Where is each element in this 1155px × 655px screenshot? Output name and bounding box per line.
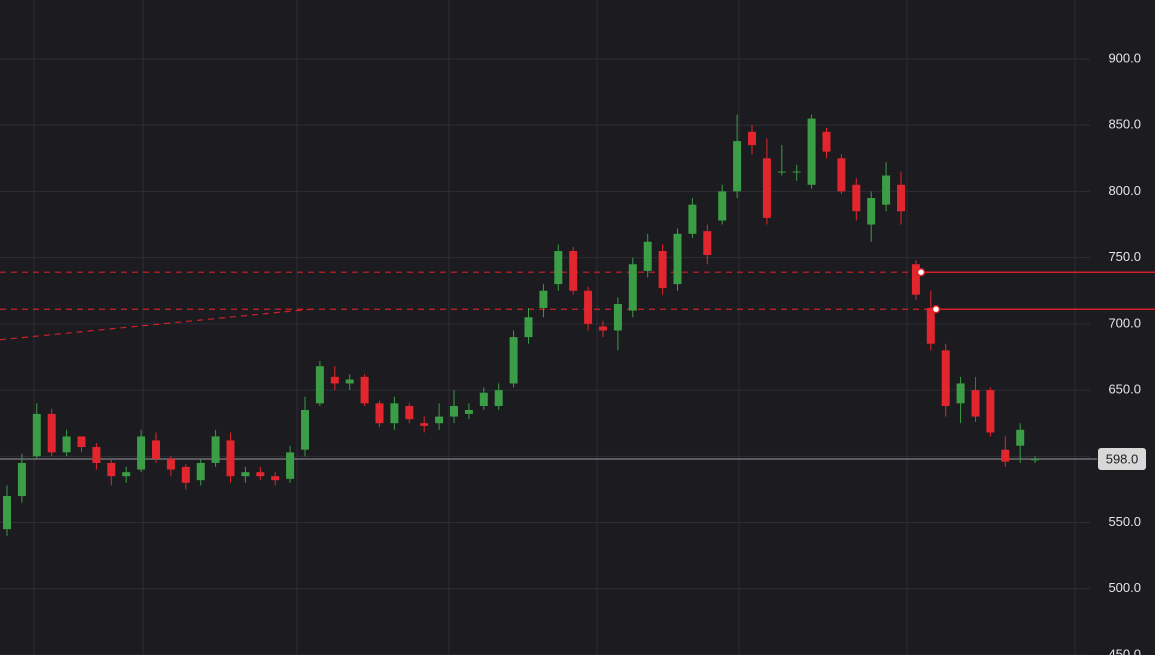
level-marker <box>916 267 926 277</box>
vertical-grid <box>33 0 1076 655</box>
candle-body <box>941 350 950 406</box>
candle-body <box>926 307 935 344</box>
candle-body <box>539 290 548 308</box>
candle-body <box>1031 458 1040 461</box>
candle-body <box>196 462 205 481</box>
candle-body <box>837 158 846 192</box>
candle-body <box>152 440 160 459</box>
y-tick-label: 500.0 <box>1108 580 1141 595</box>
y-tick-label: 850.0 <box>1108 117 1141 132</box>
candle-body <box>181 466 190 483</box>
candle-body <box>390 403 399 424</box>
candle-body <box>643 241 652 271</box>
last-price-box <box>1098 447 1146 470</box>
candle-body <box>435 416 444 424</box>
candle-body <box>807 118 816 185</box>
candle-body <box>107 462 116 477</box>
candle-body <box>986 390 995 433</box>
trend-line <box>0 308 311 341</box>
candle-body <box>673 233 682 285</box>
candle-body <box>897 184 905 212</box>
candle-body <box>748 131 756 146</box>
candle-body <box>360 376 369 404</box>
candle-body <box>345 379 354 384</box>
candle-body <box>315 366 324 404</box>
candle-body <box>613 303 622 331</box>
candle-body <box>688 204 697 234</box>
candle-body <box>375 403 384 424</box>
candle-body <box>271 476 280 481</box>
candle-body <box>226 440 235 477</box>
candle-body <box>464 409 473 414</box>
candle-body <box>122 472 131 477</box>
candle-body <box>718 191 727 221</box>
candle-body <box>554 251 563 285</box>
candle-body <box>241 472 250 477</box>
candle-body <box>852 184 861 212</box>
candle-body <box>599 326 607 331</box>
candle-body <box>301 409 309 450</box>
candle-body <box>971 390 980 417</box>
candle-body <box>77 436 86 448</box>
candle-body <box>777 171 786 173</box>
candle-body <box>882 175 891 205</box>
candle-body <box>762 158 771 218</box>
y-tick-label: 800.0 <box>1108 183 1141 198</box>
candle-body <box>509 337 518 384</box>
y-tick-label: 450.0 <box>1108 646 1141 655</box>
candle-body <box>32 413 41 457</box>
candle-body <box>867 198 876 225</box>
candle-body <box>628 264 637 311</box>
candle-body <box>450 405 458 417</box>
candle-body <box>524 317 533 338</box>
candle-body <box>256 472 265 477</box>
y-tick-label: 650.0 <box>1108 382 1141 397</box>
candle-body <box>792 171 801 173</box>
y-tick-label: 750.0 <box>1108 249 1141 264</box>
candle-body <box>494 390 503 406</box>
level-marker <box>931 305 941 314</box>
candle-body <box>47 413 56 453</box>
y-tick-label: 900.0 <box>1108 50 1141 65</box>
candle-body <box>733 141 742 192</box>
candle-body <box>3 496 11 530</box>
candle-body <box>584 290 593 324</box>
candle-body <box>1016 429 1025 446</box>
candle-body <box>330 376 339 384</box>
candle-body <box>17 462 26 497</box>
candle-body <box>911 264 920 295</box>
candle-body <box>405 405 414 420</box>
candle-body <box>286 452 295 479</box>
candle-body <box>569 251 578 291</box>
candle-body <box>479 392 488 406</box>
candle-body <box>420 423 429 426</box>
candle-body <box>211 436 220 463</box>
last-price-label: 598.0 <box>1106 451 1139 466</box>
candle-body <box>956 383 965 404</box>
candle-body <box>92 447 101 463</box>
candle-body <box>137 436 146 470</box>
candle-body <box>1001 449 1010 462</box>
candle-body <box>822 131 831 152</box>
y-tick-label: 550.0 <box>1108 514 1141 529</box>
candle-body <box>658 251 667 289</box>
y-tick-label: 700.0 <box>1108 315 1141 330</box>
candle-body <box>166 458 175 470</box>
candle-body <box>62 436 71 453</box>
candle-body <box>703 231 712 255</box>
